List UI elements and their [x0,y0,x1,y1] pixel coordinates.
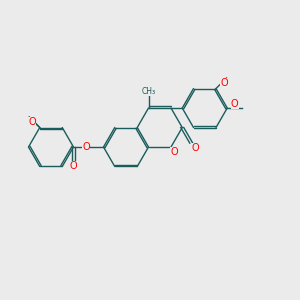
Text: O: O [82,142,90,152]
Text: O: O [70,161,77,171]
Text: O: O [170,146,178,157]
Text: CH₃: CH₃ [141,87,156,96]
Text: O: O [28,117,36,127]
Text: O: O [191,142,199,153]
Text: O: O [220,78,228,88]
Text: O: O [231,98,238,109]
